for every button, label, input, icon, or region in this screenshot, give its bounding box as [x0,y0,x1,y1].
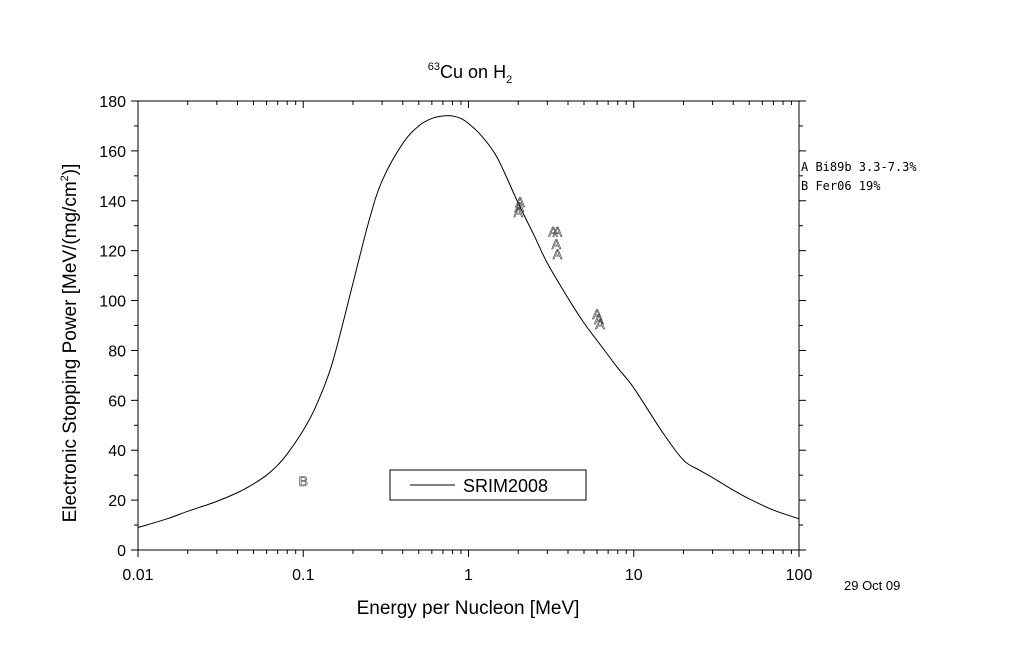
legend: SRIM2008 [389,469,587,501]
series-line-srim2008 [137,115,800,529]
data-point-a: A [594,311,604,327]
date-stamp: 29 Oct 09 [844,578,900,593]
title-superscript: 63 [428,61,440,73]
ylabel-tail: )] [60,164,81,176]
series-layer [137,115,800,529]
data-point-a: A [548,224,558,240]
data-point-a: A [592,306,602,322]
y-tick-label: 180 [99,94,126,111]
annotation-a: A Bi89b 3.3-7.3% [801,160,917,174]
y-tick-label: 140 [99,194,126,211]
y-tick-label: 20 [108,493,126,510]
x-tick-label: 0.1 [292,567,314,584]
annotation-b: B Fer06 19% [801,179,881,193]
data-point-b: B [299,473,308,489]
ylabel-superscript: 2 [59,175,71,181]
data-point-a: A [552,236,562,252]
y-tick-label: 120 [99,244,126,261]
data-point-a: A [595,316,605,332]
axis-tick-labels: 0.01 0.1 1 10 100 0 20 40 60 80 100 120 140 160 180 [99,94,812,584]
title-subscript: 2 [506,74,512,86]
legend-box [389,469,587,501]
y-tick-label: 0 [117,543,126,560]
chart-title: 63Cu on H2 [428,61,512,86]
data-point-a: A [553,224,563,240]
x-tick-label: 10 [625,567,643,584]
y-tick-label: 100 [99,294,126,311]
y-tick-label: 60 [108,393,126,410]
y-tick-label: 80 [108,343,126,360]
x-axis-label: Energy per Nucleon [MeV] [357,598,580,619]
data-point-a: A [515,199,525,215]
data-point-a: A [514,204,524,220]
legend-label-srim2008: SRIM2008 [463,476,548,496]
x-tick-label: 1 [464,567,473,584]
data-point-a: A [553,246,563,262]
y-axis-label: Electronic Stopping Power [MeV/(mg/cm2)] [59,164,81,523]
y-tick-label: 40 [108,443,126,460]
x-tick-label: 100 [786,567,813,584]
title-main: Cu on H [440,62,506,82]
data-point-a: A [515,194,525,210]
x-tick-label: 0.01 [122,567,153,584]
axis-ticks [131,100,806,557]
y-tick-label: 160 [99,144,126,161]
ylabel-main: Electronic Stopping Power [MeV/(mg/cm [60,181,81,522]
